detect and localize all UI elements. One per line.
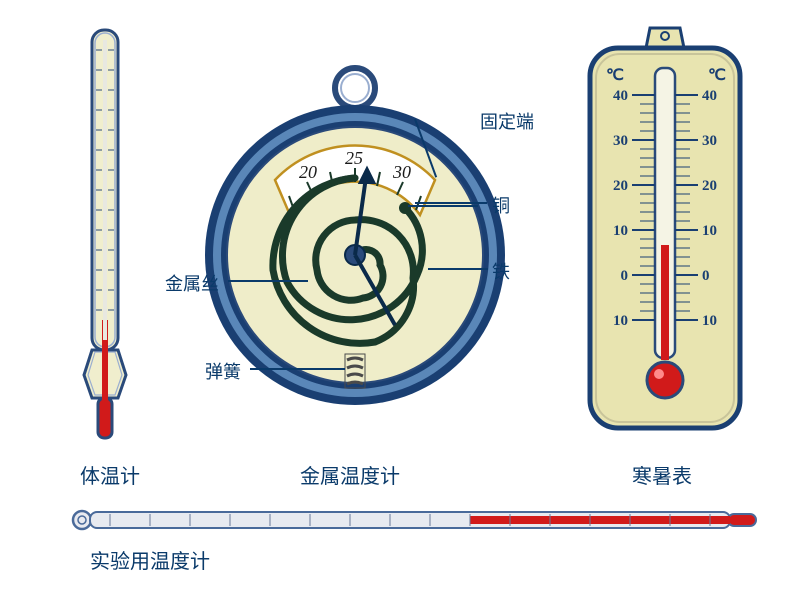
svg-text:10: 10 — [702, 223, 717, 239]
svg-text:40: 40 — [613, 88, 628, 104]
clinical-thermometer — [60, 20, 150, 450]
leader-copper — [415, 202, 487, 204]
metal-tick-20: 20 — [299, 162, 317, 182]
lab-caption: 实验用温度计 — [90, 545, 210, 574]
svg-text:0: 0 — [621, 268, 629, 284]
label-spring: 弹簧 — [205, 358, 241, 384]
label-copper: 铜 — [492, 192, 510, 218]
svg-text:30: 30 — [702, 133, 717, 149]
clinical-caption: 体温计 — [80, 460, 140, 489]
label-fixed-end: 固定端 — [480, 108, 534, 134]
leader-spring — [250, 368, 345, 370]
leader-iron — [428, 268, 488, 270]
label-iron: 铁 — [492, 258, 510, 284]
svg-text:0: 0 — [702, 268, 710, 284]
leader-wire — [228, 280, 308, 282]
svg-text:10: 10 — [702, 313, 717, 329]
svg-text:40: 40 — [702, 88, 717, 104]
household-unit-left: ℃ — [606, 67, 624, 84]
metal-thermometer: 20 25 30 — [195, 60, 515, 420]
svg-text:30: 30 — [613, 133, 628, 149]
household-unit-right: ℃ — [708, 67, 726, 84]
svg-text:10: 10 — [613, 313, 628, 329]
metal-caption: 金属温度计 — [300, 460, 400, 489]
leader-fixed-end — [408, 205, 478, 207]
label-wire: 金属丝 — [165, 270, 219, 296]
svg-text:20: 20 — [613, 178, 628, 194]
metal-tick-30: 30 — [392, 162, 411, 182]
svg-text:10: 10 — [613, 223, 628, 239]
lab-thermometer — [70, 505, 760, 535]
metal-tick-25: 25 — [345, 148, 363, 168]
svg-text:20: 20 — [702, 178, 717, 194]
household-thermometer: ℃ ℃ 40 30 20 10 0 10 40 30 20 10 0 10 — [580, 20, 750, 440]
household-caption: 寒暑表 — [632, 460, 692, 489]
